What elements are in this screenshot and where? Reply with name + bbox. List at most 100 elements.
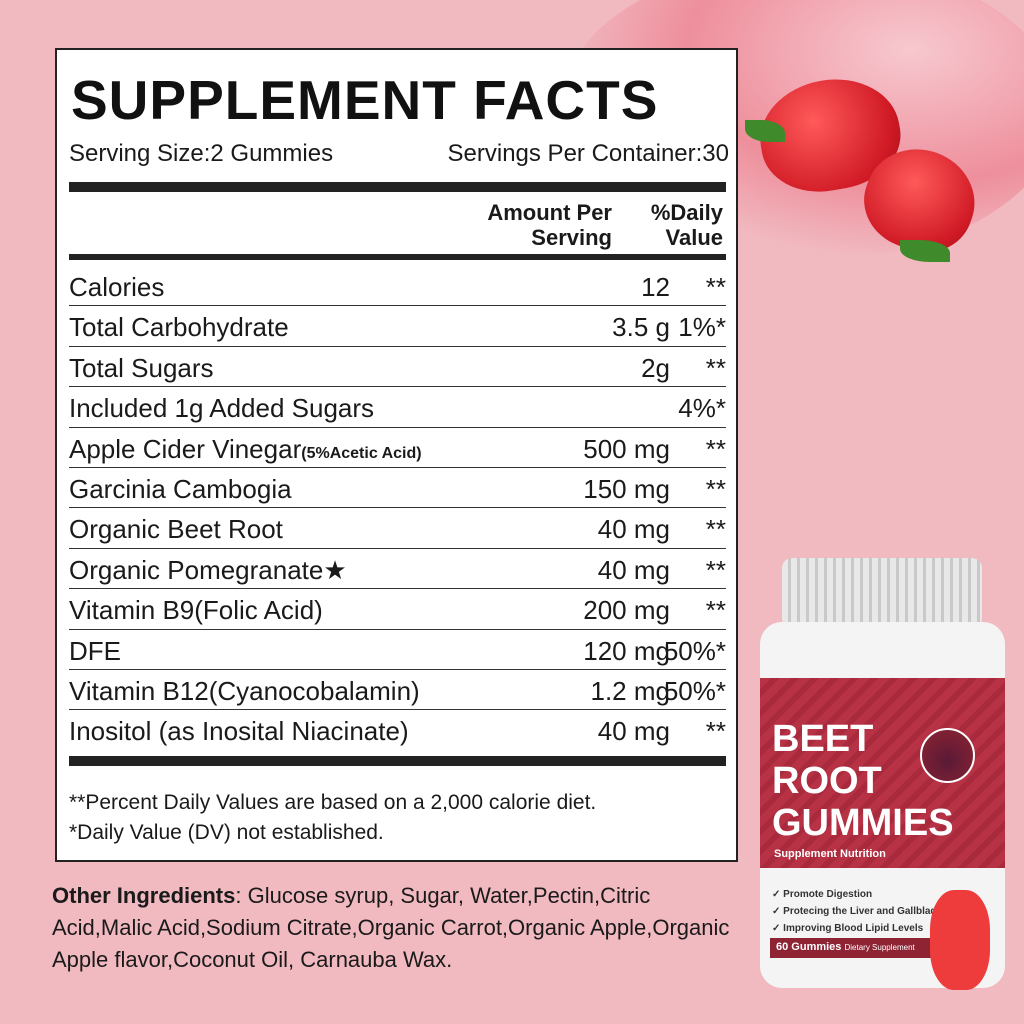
nutrient-name: Included 1g Added Sugars	[69, 393, 374, 424]
nutrient-name-text: Total Carbohydrate	[69, 312, 289, 343]
nutrient-name-text: Total Sugars	[69, 352, 214, 383]
bottle-subtitle: Supplement Nutrition	[774, 848, 886, 860]
benefit-item: ✓ Improving Blood Lipid Levels	[772, 920, 952, 937]
footnotes: **Percent Daily Values are based on a 2,…	[69, 788, 596, 848]
nutrient-row: Vitamin B12(Cyanocobalamin) 1.2 mg 50%*	[69, 670, 726, 711]
nutrient-row: Included 1g Added Sugars 4%*	[69, 387, 726, 428]
nutrient-amount: 200 mg	[583, 595, 670, 626]
nutrient-amount: 1.2 mg	[590, 675, 671, 706]
footnote: *Daily Value (DV) not established.	[69, 821, 384, 844]
benefit-item: ✓ Promote Digestion	[772, 886, 952, 903]
divider-thick	[69, 756, 726, 766]
nutrient-name: Organic Pomegranate★	[69, 555, 347, 586]
other-ingredients: Other Ingredients: Glucose syrup, Sugar,…	[52, 880, 752, 976]
other-ingredients-label: Other Ingredients	[52, 883, 236, 908]
nutrient-dv: **	[705, 272, 726, 302]
brand-line: BEET	[772, 718, 874, 760]
nutrient-name-text: Garcinia Cambogia	[69, 473, 292, 504]
servings-per-container: Servings Per Container:30	[447, 140, 729, 167]
check-icon: ✓	[772, 923, 784, 934]
nutrient-row: Apple Cider Vinegar(5%Acetic Acid) 500 mg…	[69, 428, 726, 468]
nutrient-dv: 4%*	[678, 393, 726, 424]
count-band: 60 Gummies Dietary Supplement	[770, 938, 940, 958]
header-amount-line: Amount Per	[487, 200, 612, 225]
nutrient-dv: 50%*	[663, 675, 726, 706]
nutrient-dv: **	[705, 716, 726, 747]
header-amount: Amount Per Serving	[487, 200, 612, 250]
nutrient-table: Calories 12 ** Total Carbohydrate 3.5 g 1%* To…	[69, 266, 726, 751]
divider-thick	[69, 254, 726, 260]
nutrient-dv: **	[705, 595, 726, 626]
nutrient-name: Vitamin B9(Folic Acid)	[69, 595, 323, 626]
nutrient-amount: 150 mg	[583, 473, 670, 504]
nutrient-name-text: Organic Beet Root	[69, 514, 283, 545]
check-icon: ✓	[772, 906, 784, 917]
brand-line: GUMMIES	[772, 802, 954, 844]
nutrient-name-text: Inositol (as Inosital Niacinate)	[69, 716, 409, 747]
brand-line: ROOT	[772, 760, 882, 802]
benefits-list: ✓ Promote Digestion ✓ Protecing the Live…	[772, 886, 952, 937]
nutrient-dv: **	[705, 473, 726, 504]
nutrient-dv: 50%*	[663, 635, 726, 666]
strawberry-leaf	[745, 120, 785, 142]
header-dv: %Daily Value	[651, 200, 723, 250]
nutrient-row: Organic Beet Root 40 mg **	[69, 508, 726, 549]
nutrient-name-text: Apple Cider Vinegar	[69, 433, 302, 464]
nutrient-amount: 12	[641, 272, 670, 302]
nutrient-name: Vitamin B12(Cyanocobalamin)	[69, 676, 420, 707]
nutrient-name: DFE	[69, 636, 121, 667]
nutrient-name-text: Vitamin B9(Folic Acid)	[69, 595, 323, 626]
nutrient-dv: **	[705, 433, 726, 464]
benefit-text: Improving Blood Lipid Levels	[783, 923, 924, 934]
panel-title: SUPPLEMENT FACTS	[71, 69, 659, 131]
other-ingredients-text: : Glucose syrup, Sugar, Water,Pectin,Cit…	[52, 883, 730, 972]
count-text: 60 Gummies	[776, 941, 842, 953]
divider-thick	[69, 182, 726, 192]
nutrient-row: Total Sugars 2g **	[69, 347, 726, 388]
nutrient-dv: 1%*	[678, 312, 726, 343]
benefit-text: Protecing the Liver and Gallbladder	[783, 906, 953, 917]
nutrient-name-text: Organic Pomegranate★	[69, 554, 347, 585]
nutrient-name: Apple Cider Vinegar(5%Acetic Acid)	[69, 434, 422, 465]
nutrient-amount: 3.5 g	[612, 312, 670, 343]
nutrient-amount: 120 mg	[583, 635, 670, 666]
supplement-facts-panel: SUPPLEMENT FACTS Serving Size:2 Gummies …	[55, 48, 738, 862]
nutrient-name-text: DFE	[69, 635, 121, 666]
serving-info: Serving Size:2 Gummies Servings Per Cont…	[69, 140, 729, 168]
nutrient-note: (5%Acetic Acid)	[301, 444, 422, 462]
nutrient-row: Total Carbohydrate 3.5 g 1%*	[69, 306, 726, 347]
nutrient-row: DFE 120 mg 50%*	[69, 630, 726, 670]
nutrient-dv: **	[705, 554, 726, 585]
header-dv-line: Value	[665, 225, 723, 250]
nutrient-row: Garcinia Cambogia 150 mg **	[69, 468, 726, 509]
bottle-cap	[782, 558, 982, 628]
header-dv-line: %Daily	[650, 200, 723, 225]
nutrient-name-text: Calories	[69, 272, 165, 302]
footnote: **Percent Daily Values are based on a 2,…	[69, 791, 597, 814]
serving-size: Serving Size:2 Gummies	[69, 140, 334, 167]
benefit-text: Promote Digestion	[783, 889, 873, 900]
nutrient-amount: 40 mg	[597, 716, 670, 747]
strawberry-leaf	[900, 240, 950, 262]
nutrient-name: Garcinia Cambogia	[69, 474, 292, 505]
nutrient-row: Calories 12 **	[69, 266, 726, 307]
nutrient-dv: **	[705, 514, 726, 545]
nutrient-row: Vitamin B9(Folic Acid) 200 mg **	[69, 589, 726, 630]
gummy-bear-image	[930, 890, 990, 990]
nutrient-name: Inositol (as Inosital Niacinate)	[69, 716, 409, 747]
nutrient-name: Calories	[69, 272, 164, 303]
nutrient-amount: 40 mg	[597, 514, 670, 545]
nutrient-dv: **	[705, 352, 726, 383]
nutrient-amount: 2g	[641, 352, 670, 383]
bottle-brand: BEET ROOT GUMMIES	[772, 718, 954, 844]
nutrient-row: Organic Pomegranate★ 40 mg **	[69, 549, 726, 590]
count-note: Dietary Supplement	[844, 943, 915, 952]
header-amount-line: Serving	[531, 225, 612, 250]
nutrient-amount: 40 mg	[597, 554, 670, 585]
nutrient-row: Inositol (as Inosital Niacinate) 40 mg **	[69, 710, 726, 750]
nutrient-amount: 500 mg	[583, 433, 670, 464]
check-icon: ✓	[772, 889, 784, 900]
nutrient-name: Organic Beet Root	[69, 514, 283, 545]
nutrient-name: Total Carbohydrate	[69, 312, 289, 343]
benefit-item: ✓ Protecing the Liver and Gallbladder	[772, 903, 952, 920]
